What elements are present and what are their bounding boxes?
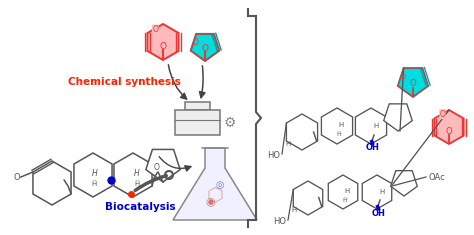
Text: O: O (152, 25, 158, 34)
Polygon shape (293, 181, 323, 215)
Polygon shape (434, 110, 464, 144)
Text: O: O (14, 172, 20, 181)
Text: O: O (154, 164, 160, 172)
Text: ◎: ◎ (216, 180, 224, 190)
Text: Ḧ: Ḧ (337, 132, 341, 137)
Polygon shape (146, 149, 180, 182)
Polygon shape (33, 161, 71, 205)
Text: Ḧ: Ḧ (91, 181, 97, 187)
Polygon shape (147, 24, 179, 60)
Text: H: H (338, 122, 344, 128)
Text: H: H (134, 168, 140, 177)
Text: OAc: OAc (429, 172, 446, 181)
Text: H: H (345, 188, 350, 194)
Text: ◉: ◉ (205, 197, 215, 207)
Text: H: H (292, 207, 297, 213)
Text: ⚙: ⚙ (224, 115, 237, 129)
Bar (175, 110, 220, 135)
Bar (185, 102, 210, 110)
Text: Chemical synthesis: Chemical synthesis (68, 77, 181, 87)
Text: Ḧ: Ḧ (343, 197, 347, 203)
Polygon shape (356, 108, 387, 144)
Text: O: O (401, 74, 406, 80)
Polygon shape (384, 104, 412, 131)
Text: OH: OH (366, 144, 380, 153)
Polygon shape (391, 171, 417, 196)
Polygon shape (191, 34, 219, 61)
Polygon shape (114, 153, 152, 197)
Polygon shape (328, 175, 358, 209)
Polygon shape (321, 108, 353, 144)
Text: HO: HO (267, 152, 280, 161)
Polygon shape (173, 148, 257, 220)
Text: HO: HO (273, 216, 286, 226)
Text: H: H (285, 141, 291, 147)
Text: H: H (379, 189, 384, 195)
Polygon shape (74, 153, 112, 197)
Text: H: H (92, 168, 98, 177)
Text: O: O (440, 110, 446, 119)
Text: ⬡: ⬡ (207, 185, 224, 204)
Text: Biocatalysis: Biocatalysis (105, 202, 176, 212)
Text: O: O (446, 126, 452, 136)
Polygon shape (362, 175, 392, 209)
Text: OH: OH (372, 208, 386, 218)
Text: O: O (159, 42, 166, 51)
Text: O: O (192, 38, 199, 47)
Text: O: O (410, 79, 416, 89)
Polygon shape (286, 114, 318, 150)
Text: H: H (374, 123, 379, 129)
Text: Ḧ: Ḧ (134, 181, 140, 187)
Polygon shape (398, 68, 428, 97)
Text: O: O (201, 43, 209, 52)
